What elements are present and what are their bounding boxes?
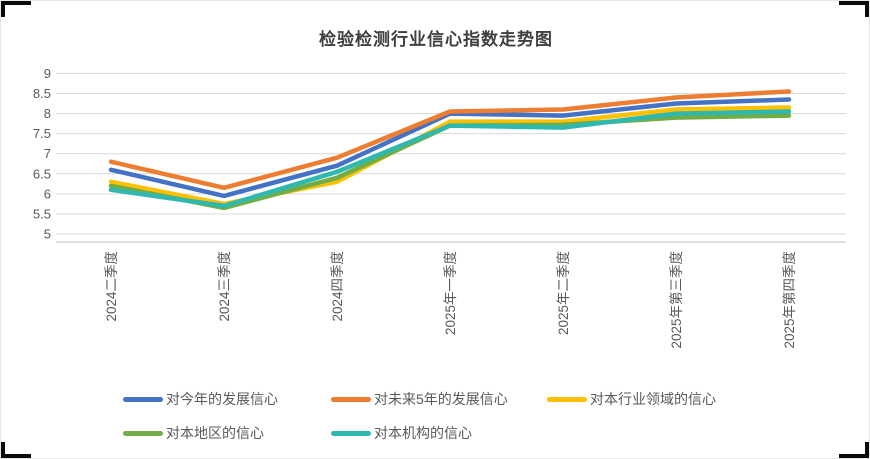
chart-legend: 对今年的发展信心 对未来5年的发展信心 对本行业领域的信心对本地区的信心 对本机构的信… [123,389,716,443]
legend-marker-0 [123,396,163,402]
legend-item-0: 对今年的发展信心 [123,389,331,409]
corner-mark-bottom-right [839,442,869,458]
series-line-2 [108,105,792,207]
chart-title: 检验检测行业信心指数走势图 [319,30,553,49]
y-axis-tick-label: 8 [44,106,51,121]
series-line-4 [108,109,792,209]
legend-marker-4 [331,430,371,436]
legend-marker-2 [547,396,587,402]
y-axis-tick-label: 5.5 [33,206,51,221]
legend-marker-3 [123,430,163,436]
corner-mark-bottom-left [1,442,31,458]
y-axis-tick-label: 8.5 [33,86,51,101]
x-axis-category-label: 2025年第三季度 [668,251,684,349]
y-axis-tick-label: 7.5 [33,126,51,141]
corner-mark-top-right [839,1,869,17]
legend-label-2: 对本行业领域的信心 [590,391,716,407]
x-axis-category-label: 2024二季度 [104,251,119,322]
legend-item-1: 对未来5年的发展信心 [331,389,547,409]
legend-item-4: 对本机构的信心 [331,423,547,443]
x-axis-category-label: 2025年一季度 [443,251,458,335]
x-axis-category-label: 2025年二季度 [556,251,571,335]
corner-mark-top-left [1,1,31,17]
y-axis-tick-label: 5 [44,227,51,242]
series-line-1 [108,89,792,191]
legend-label-3: 对本地区的信心 [166,425,264,441]
legend-item-2: 对本行业领域的信心 [547,389,716,409]
y-axis-tick-label: 6.5 [33,166,51,181]
x-axis-category-label: 2025年第四季度 [781,251,797,349]
confidence-index-line-chart: 5 5.5 6 6.5 7 7.5 8 8.5 9 2024二季度 2024三季度 2024四季度 20… [33,66,846,349]
y-axis-tick-label: 6 [44,186,51,201]
y-axis-tick-label: 7 [44,146,51,161]
x-axis-category-label: 2024三季度 [217,251,232,322]
legend-marker-1 [331,396,371,402]
y-axis-tick-label: 9 [44,66,51,81]
legend-label-0: 对今年的发展信心 [166,391,278,407]
legend-item-3: 对本地区的信心 [123,423,331,443]
legend-label-4: 对本机构的信心 [374,425,472,441]
legend-label-1: 对未来5年的发展信心 [374,391,508,407]
x-axis-category-label: 2024四季度 [330,251,345,322]
